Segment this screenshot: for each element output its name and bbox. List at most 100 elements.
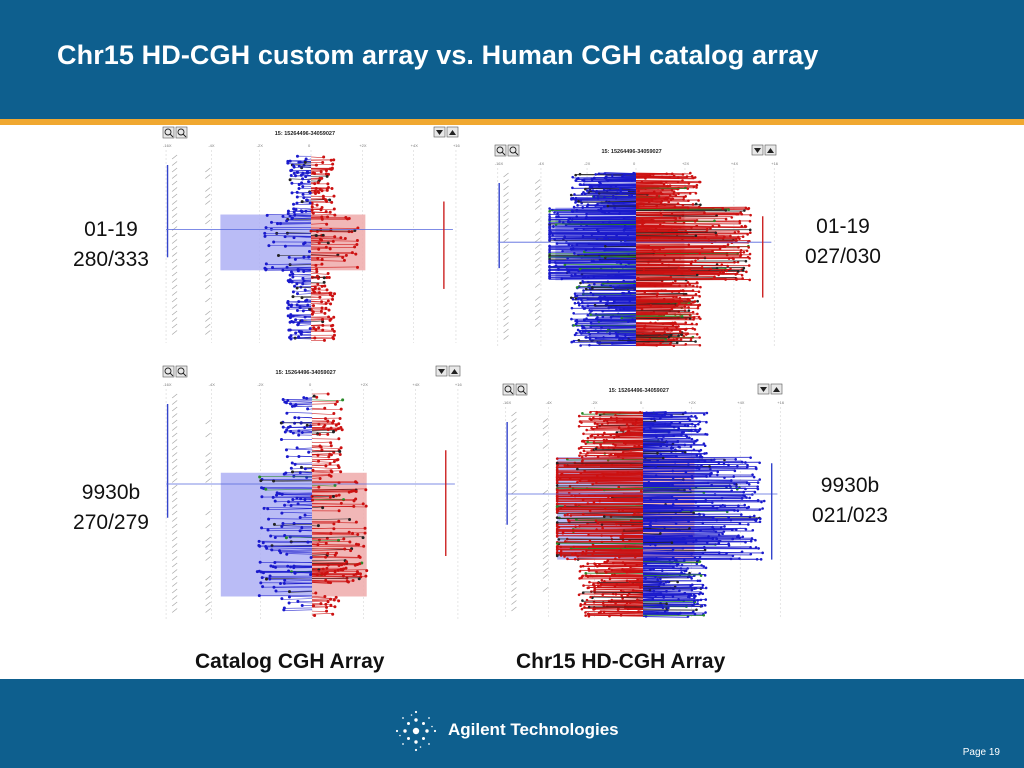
probe-point	[323, 406, 327, 410]
probe-point	[321, 506, 325, 510]
zoom-in-icon[interactable]	[162, 365, 175, 378]
probe-segment	[557, 511, 644, 513]
probe-segment	[601, 326, 637, 329]
probe-point	[566, 518, 570, 521]
scroll-down-icon[interactable]	[751, 144, 764, 156]
probe-segment	[628, 430, 644, 432]
probe-point	[286, 306, 290, 310]
probe-segment	[628, 190, 637, 193]
probe-point	[284, 448, 288, 452]
scroll-up-icon[interactable]	[770, 383, 783, 395]
probe-point	[600, 325, 603, 329]
gene-tick	[171, 258, 178, 264]
probe-point	[713, 219, 716, 223]
probe-segment	[262, 586, 313, 588]
probe-segment	[284, 583, 313, 585]
probe-segment	[625, 240, 637, 243]
region-label: 15: 15264496-34059027	[609, 388, 669, 394]
probe-segment	[311, 417, 326, 419]
zoom-out-icon[interactable]	[507, 144, 520, 157]
probe-point	[315, 203, 319, 207]
probe-point	[293, 257, 297, 261]
gene-tick	[171, 536, 178, 542]
probe-segment	[298, 269, 312, 272]
probe-point	[570, 218, 574, 221]
probe-point	[279, 551, 283, 555]
probe-segment	[311, 494, 337, 497]
probe-segment	[311, 600, 329, 603]
probe-segment	[635, 208, 729, 211]
zoom-in-icon[interactable]	[494, 144, 507, 157]
probe-point	[312, 326, 316, 330]
scroll-down-icon[interactable]	[757, 383, 770, 395]
zoom-out-icon[interactable]	[515, 383, 528, 396]
probe-point	[305, 423, 309, 427]
probe-point	[696, 312, 699, 316]
probe-point	[594, 336, 598, 340]
probe-point	[698, 303, 702, 307]
probe-segment	[635, 206, 689, 209]
scale-tick-label: -2X	[257, 143, 264, 148]
zoom-out-icon[interactable]	[175, 365, 188, 378]
scroll-up-icon[interactable]	[446, 126, 459, 138]
probe-segment	[635, 282, 698, 285]
probe-point	[335, 400, 339, 404]
probe-point	[577, 199, 580, 203]
probe-point	[692, 448, 696, 452]
probe-segment	[630, 448, 644, 451]
probe-point	[734, 457, 737, 461]
probe-point	[295, 308, 299, 312]
scroll-down-icon[interactable]	[435, 365, 448, 377]
probe-point	[312, 604, 316, 608]
probe-segment	[310, 256, 343, 258]
probe-segment	[588, 568, 644, 571]
scroll-up-icon[interactable]	[448, 365, 461, 377]
probe-point	[286, 159, 290, 163]
probe-segment	[286, 448, 313, 451]
probe-point	[648, 337, 652, 341]
probe-segment	[642, 521, 760, 523]
probe-point	[588, 539, 592, 543]
probe-point	[695, 183, 699, 187]
scroll-up-icon[interactable]	[764, 144, 777, 156]
probe-segment	[289, 591, 313, 593]
scale-tick-label: 0	[309, 382, 312, 387]
probe-point	[336, 458, 340, 462]
probe-point	[301, 192, 305, 196]
probe-segment	[635, 176, 670, 179]
zoom-in-icon[interactable]	[162, 126, 175, 139]
loss-region	[220, 214, 311, 271]
gene-tick	[205, 458, 211, 464]
gene-tick	[171, 200, 178, 205]
gene-tick	[171, 265, 178, 270]
probe-point	[318, 295, 322, 299]
probe-point	[332, 333, 336, 337]
probe-segment	[635, 343, 671, 345]
probe-point	[601, 593, 605, 596]
gene-tick	[205, 601, 211, 607]
zoom-in-icon[interactable]	[502, 383, 515, 396]
probe-point	[300, 181, 304, 185]
gene-tick	[542, 548, 549, 553]
probe-point	[758, 461, 761, 465]
probe-point	[334, 595, 338, 599]
probe-segment	[620, 549, 644, 552]
probe-point	[575, 319, 579, 322]
zoom-out-icon[interactable]	[175, 126, 188, 139]
probe-point	[330, 186, 334, 190]
probe-point	[329, 158, 333, 162]
probe-point	[269, 534, 273, 538]
probe-point	[261, 541, 265, 545]
scroll-down-icon[interactable]	[433, 126, 446, 138]
probe-segment	[275, 500, 313, 503]
scale-tick-label: -16X	[495, 161, 504, 166]
probe-point	[591, 189, 595, 192]
probe-point	[583, 275, 586, 279]
gene-tick	[205, 556, 211, 561]
probe-segment	[604, 419, 644, 422]
probe-segment	[593, 544, 644, 547]
probe-point	[289, 173, 293, 177]
probe-point	[716, 473, 719, 477]
probe-segment	[642, 572, 682, 574]
gene-tick	[542, 561, 549, 566]
